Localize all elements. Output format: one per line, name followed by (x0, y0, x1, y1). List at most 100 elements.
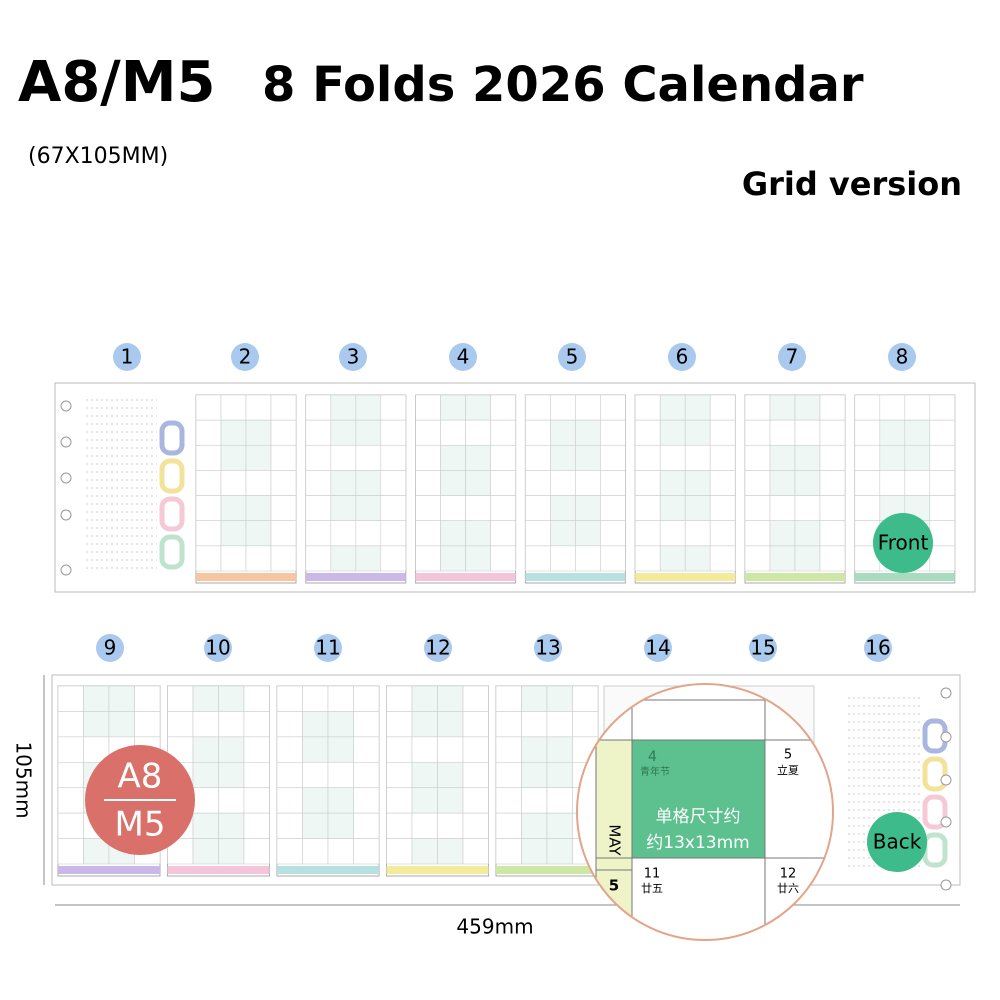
grid-cell (415, 394, 441, 421)
grid-cell (709, 545, 736, 572)
number-dot (339, 343, 367, 371)
panel-number: 3 (347, 345, 360, 369)
grid-cell (218, 838, 245, 865)
grid-cell (600, 470, 626, 496)
grid-cell (57, 812, 84, 839)
grid-cell (415, 545, 441, 572)
grid-cell (495, 711, 522, 738)
grid-cell (327, 838, 354, 865)
grid-cell (709, 495, 736, 522)
grid-cell (709, 444, 736, 471)
month-bar (635, 573, 736, 581)
grid-cell (929, 495, 956, 522)
day: 5 (784, 748, 792, 763)
zoom-ring (576, 683, 834, 941)
month-bar (305, 573, 406, 581)
number-dot (204, 634, 232, 662)
month-bar (386, 866, 489, 874)
grid-cell (355, 394, 382, 421)
grid-cell (415, 444, 441, 471)
grid-cell (854, 444, 881, 471)
panel-number: 1 (121, 345, 134, 369)
grid-cell (245, 520, 272, 547)
month-bar (167, 866, 270, 874)
grid-cell (546, 838, 573, 865)
grid-cell (330, 419, 357, 446)
grid-cell (521, 736, 548, 763)
grid-cell (134, 711, 161, 738)
grid-cell (57, 736, 84, 763)
year-digit (159, 458, 185, 494)
grid-cell (744, 394, 771, 421)
grid-cell (380, 444, 407, 471)
grid-cell (437, 838, 464, 865)
number-dot (864, 634, 892, 662)
grid-cell (546, 761, 573, 789)
grid-cell (245, 419, 272, 446)
grid-cell (195, 444, 222, 471)
grid-cell (490, 470, 516, 496)
grid-cell (525, 444, 551, 471)
grid-cell (490, 545, 516, 572)
year-digit (922, 794, 948, 830)
grid-cell (192, 787, 219, 814)
grid-cell (495, 787, 522, 814)
grid-cell (330, 394, 357, 421)
zoom-month: MAY (606, 824, 624, 856)
grid-cell (521, 685, 548, 712)
grid-cell (794, 419, 821, 446)
grid-cell (572, 711, 599, 738)
grid-cell (879, 470, 906, 496)
grid-cell (575, 419, 601, 446)
grid-cell (353, 761, 380, 789)
grid-cell (437, 685, 464, 712)
number-dot (558, 343, 586, 371)
grid-cell (57, 685, 84, 712)
panel-number: 10 (205, 636, 230, 660)
title: A8/M5 (18, 50, 215, 115)
grid-cell (243, 812, 270, 839)
panel-number: 2 (239, 345, 252, 369)
number-dot (749, 634, 777, 662)
grid-cell (415, 495, 441, 522)
grid-cell (192, 761, 219, 789)
grid-cell (521, 787, 548, 814)
grid-cell (386, 838, 413, 865)
panel-numbers: 1 2 3 4 5 6 7 89 10 11 12 13 14 15 16 (96, 343, 916, 662)
number-dot (778, 343, 806, 371)
grid-cell (550, 394, 576, 421)
grid-cell (411, 812, 438, 839)
grid-cell (600, 495, 626, 522)
grid-cell (819, 444, 846, 471)
grid-cell (355, 520, 382, 547)
grid-cell (904, 470, 931, 496)
grid-cell (355, 444, 382, 471)
grid-cell (684, 470, 711, 496)
grid-cell (600, 394, 626, 421)
grid-cell (270, 470, 297, 496)
grid-cell (495, 736, 522, 763)
grid-cell (462, 838, 489, 865)
month-bar (277, 866, 379, 874)
grid-cell (659, 444, 686, 471)
grid-cell (572, 685, 599, 712)
panel-number: 15 (750, 636, 775, 660)
grid-cell (854, 470, 881, 496)
grid-cell (521, 761, 548, 789)
grid-cell (245, 394, 272, 421)
grid-cell (684, 495, 711, 522)
grid-cell (525, 394, 551, 421)
grid-cell (550, 444, 576, 471)
grid-cell (819, 495, 846, 522)
grid-cell (270, 495, 297, 522)
grid-cell (634, 470, 661, 496)
grid-cell (440, 470, 466, 496)
grid-cell (550, 495, 576, 522)
grid-cell (440, 444, 466, 471)
panel-number: 13 (535, 636, 560, 660)
number-dot (644, 634, 672, 662)
grid-cell (744, 495, 771, 522)
grid-cell (929, 470, 956, 496)
punch-hole (60, 564, 72, 576)
grid-cell (108, 685, 135, 712)
